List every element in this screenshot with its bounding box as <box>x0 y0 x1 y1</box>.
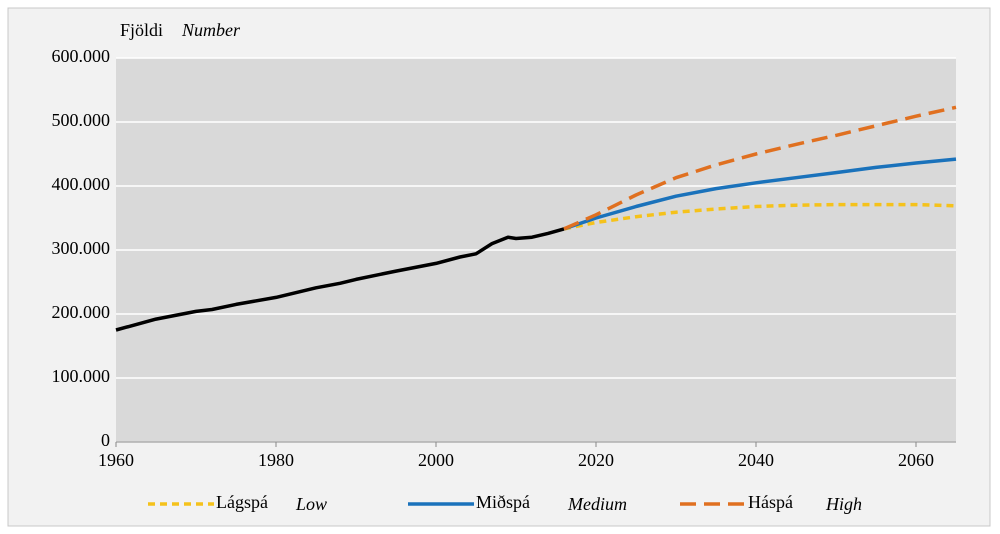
x-tick-label: 2040 <box>738 450 774 470</box>
legend-label-en: Low <box>295 494 327 514</box>
y-tick-label: 600.000 <box>52 46 111 66</box>
x-tick-label: 1980 <box>258 450 294 470</box>
series-line <box>563 105 957 231</box>
y-tick-label: 100.000 <box>52 366 111 386</box>
x-tick-label: 1960 <box>98 450 134 470</box>
legend-label: Háspá <box>748 492 793 512</box>
series-line <box>563 202 957 231</box>
legend-label-en: High <box>825 494 862 514</box>
y-axis-label-en: Number <box>181 20 241 40</box>
y-tick-label: 400.000 <box>52 174 111 194</box>
x-tick-label: 2060 <box>898 450 934 470</box>
series-line <box>115 227 565 332</box>
legend-label-en: Medium <box>567 494 627 514</box>
x-tick-label: 2000 <box>418 450 454 470</box>
y-tick-label: 300.000 <box>52 238 111 258</box>
series-line <box>563 157 957 231</box>
y-tick-label: 200.000 <box>52 302 111 322</box>
y-tick-label: 500.000 <box>52 110 111 130</box>
legend-label: Miðspá <box>476 492 530 512</box>
x-tick-label: 2020 <box>578 450 614 470</box>
y-tick-label: 0 <box>101 430 110 450</box>
y-axis-label: Fjöldi <box>120 20 163 40</box>
legend-label: Lágspá <box>216 492 268 512</box>
